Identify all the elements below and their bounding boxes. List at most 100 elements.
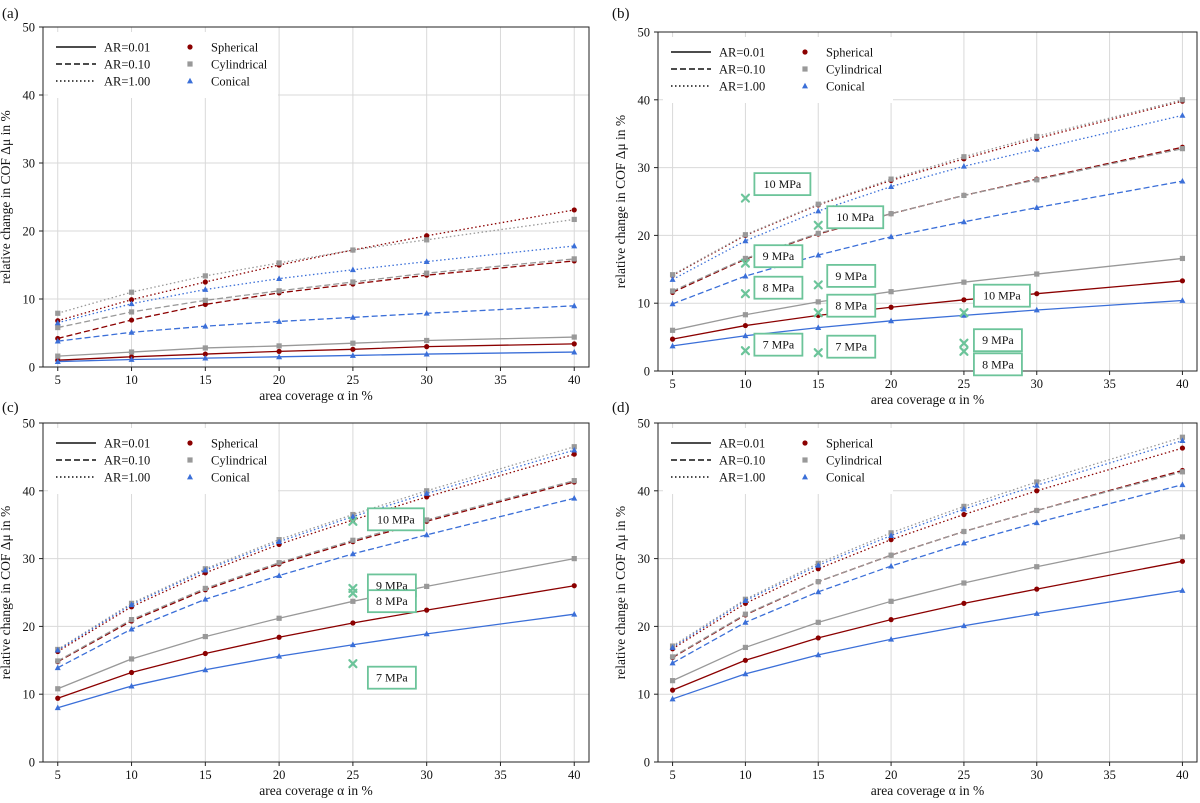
legend-line-label: AR=0.01 (719, 437, 765, 451)
legend-marker (187, 44, 193, 50)
annotation-label: 10 MPa (983, 289, 1021, 303)
legend-marker-label: Spherical (826, 46, 874, 60)
data-point (423, 490, 430, 496)
data-point (424, 517, 430, 523)
series-line (57, 497, 575, 669)
series-line (57, 260, 575, 340)
legend: AR=0.01 AR=0.10 AR=1.00 Spherical Cylindrica… (48, 428, 278, 494)
series-line (672, 180, 1183, 305)
legend-line-label: AR=1.00 (104, 471, 150, 485)
data-point (202, 301, 208, 308)
x-tick-label: 40 (568, 768, 581, 782)
data-point (202, 666, 209, 673)
data-point (742, 619, 749, 625)
x-tick-label: 10 (739, 768, 752, 782)
y-tick-label: 40 (23, 484, 36, 498)
data-point (888, 598, 894, 604)
data-point (571, 451, 577, 457)
annotation-box (366, 589, 417, 614)
y-tick-label: 20 (638, 229, 651, 243)
data-point (888, 532, 895, 538)
annotation-label: 9 MPa (376, 578, 408, 592)
annotation-label: 10 MPa (377, 512, 415, 526)
data-point (276, 348, 282, 354)
x-tick-label: 20 (885, 768, 898, 782)
data-point (54, 337, 61, 344)
data-point (202, 351, 208, 357)
data-point (350, 620, 356, 626)
x-tick-label: 10 (125, 768, 138, 782)
data-point (815, 299, 821, 305)
legend-background (663, 428, 893, 494)
series-line (57, 557, 575, 690)
data-point (742, 611, 749, 617)
data-point (888, 636, 895, 642)
data-point (128, 329, 135, 335)
data-point (669, 272, 676, 278)
x-tick-label: 35 (494, 768, 507, 782)
x-tick-label: 20 (885, 377, 898, 391)
data-point (128, 617, 135, 623)
data-point (424, 233, 430, 239)
data-point (571, 478, 577, 484)
data-point (128, 289, 135, 295)
x-tick-label: 20 (273, 373, 286, 387)
annotation: 8 MPa (740, 275, 804, 300)
annotation-box (826, 205, 885, 230)
data-point (1179, 587, 1186, 593)
x-tick-label: 35 (494, 373, 507, 387)
data-point (815, 207, 822, 214)
annotation-cross-marker (740, 258, 751, 268)
data-point (815, 251, 822, 258)
y-tick-label: 20 (23, 620, 36, 634)
data-point (961, 528, 967, 535)
annotation-label: 8 MPa (376, 594, 408, 608)
data-point (276, 260, 282, 266)
annotation: 9 MPa (740, 244, 804, 269)
series-line (672, 99, 1183, 276)
x-tick-label: 30 (1031, 768, 1044, 782)
y-axis-label: relative change in COF Δμ in % (613, 506, 628, 679)
series-line (672, 560, 1183, 691)
data-point (1033, 482, 1040, 488)
data-point (1034, 133, 1040, 140)
y-tick-label: 30 (23, 552, 36, 566)
legend-background (663, 37, 893, 103)
data-point (202, 596, 209, 602)
data-point (202, 279, 208, 285)
annotation-label: 7 MPa (835, 340, 867, 354)
legend-marker-label: Conical (211, 75, 250, 89)
x-tick-label: 10 (125, 373, 138, 387)
annotation-box (753, 332, 804, 357)
data-point (1034, 271, 1040, 277)
data-point (424, 344, 430, 350)
data-point (742, 657, 749, 663)
x-axis-label: area coverage α in % (259, 783, 373, 798)
data-point (571, 495, 578, 501)
annotation-box (826, 334, 877, 359)
legend-line-label: AR=1.00 (719, 471, 765, 485)
data-point (1179, 469, 1186, 475)
legend-line-label: AR=0.01 (104, 437, 150, 451)
y-tick-label: 10 (23, 688, 36, 702)
data-point (276, 572, 283, 578)
annotation: 7 MPa (348, 659, 417, 690)
data-point (276, 275, 283, 281)
annotation-label: 8 MPa (982, 357, 1014, 371)
y-tick-label: 0 (29, 361, 35, 375)
series-line (57, 209, 575, 322)
data-point (742, 670, 749, 677)
data-point (424, 607, 430, 613)
series-line (57, 245, 575, 324)
y-tick-label: 10 (638, 688, 651, 702)
data-point (888, 211, 894, 217)
series-line (672, 299, 1183, 347)
annotation-label: 8 MPa (835, 299, 867, 313)
data-point (276, 353, 283, 360)
legend: AR=0.01 AR=0.10 AR=1.00 Spherical Cylindrica… (663, 428, 893, 494)
data-point (55, 686, 61, 692)
data-point (202, 345, 208, 351)
legend-marker-label: Spherical (211, 437, 259, 451)
data-point (350, 598, 356, 604)
data-point (276, 538, 283, 545)
